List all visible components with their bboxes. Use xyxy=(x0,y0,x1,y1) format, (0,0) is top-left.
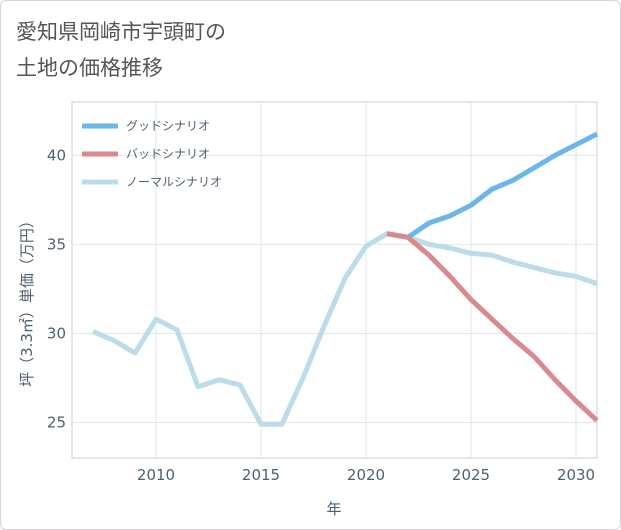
legend-label-3: ノーマルシナリオ xyxy=(126,175,222,189)
chart-title: 愛知県岡崎市宇頭町の 土地の価格推移 xyxy=(16,14,226,86)
x-tick-label: 2015 xyxy=(242,466,280,484)
plot-area xyxy=(71,101,598,459)
series-line-1 xyxy=(386,131,599,240)
x-axis-title: 年 xyxy=(326,500,341,518)
y-tick-label: 40 xyxy=(47,146,66,164)
x-tick-label: 2010 xyxy=(137,466,175,484)
y-axis-title: 坪（3.3㎡）単価（万円） xyxy=(18,213,36,387)
x-tick-label: 2025 xyxy=(452,466,490,484)
chart-title-line-1: 愛知県岡崎市宇頭町の xyxy=(16,20,226,44)
y-tick-labels: 25 30 35 40 xyxy=(47,146,66,431)
x-tick-label: 2030 xyxy=(557,466,595,484)
x-tick-labels: 2010 2015 2020 2025 2030 xyxy=(137,466,595,484)
grid-lines xyxy=(72,102,597,458)
legend-label-2: バッドシナリオ xyxy=(126,147,210,161)
y-tick-label: 30 xyxy=(47,324,66,342)
series-line-3 xyxy=(92,231,598,427)
series-line-2 xyxy=(386,231,599,423)
y-tick-label: 35 xyxy=(47,235,66,253)
legend-label-1: グッドシナリオ xyxy=(126,119,210,133)
series-group xyxy=(92,131,599,427)
chart-title-line-2: 土地の価格推移 xyxy=(16,56,163,80)
y-tick-label: 25 xyxy=(47,413,66,431)
x-tick-label: 2020 xyxy=(347,466,385,484)
